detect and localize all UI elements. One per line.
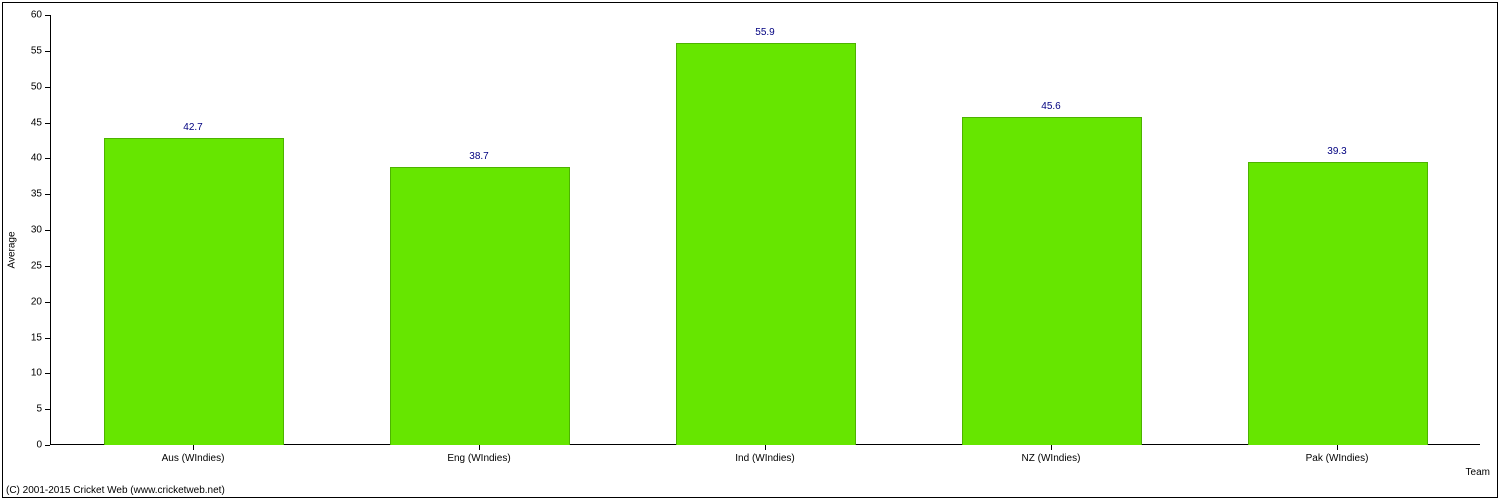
bar-value-label: 55.9 (755, 27, 774, 38)
y-tick-label: 50 (31, 81, 42, 92)
bar-value-label: 38.7 (469, 151, 488, 162)
y-tick (45, 230, 50, 231)
y-tick-label: 10 (31, 368, 42, 379)
y-tick-label: 0 (36, 440, 42, 451)
bar-value-label: 42.7 (183, 122, 202, 133)
y-tick (45, 266, 50, 267)
x-tick-label: Eng (WIndies) (447, 453, 510, 464)
y-tick-label: 15 (31, 332, 42, 343)
x-tick-label: Pak (WIndies) (1306, 453, 1369, 464)
y-tick-label: 60 (31, 10, 42, 21)
y-tick (45, 15, 50, 16)
y-tick-label: 25 (31, 260, 42, 271)
y-tick-label: 40 (31, 153, 42, 164)
x-tick (1337, 445, 1338, 450)
x-axis-title: Team (1466, 467, 1490, 478)
bar (962, 117, 1141, 445)
bar (104, 138, 283, 445)
x-tick (479, 445, 480, 450)
plot-area: 05101520253035404550556042.7Aus (WIndies… (50, 15, 1480, 445)
x-tick (1051, 445, 1052, 450)
y-tick (45, 445, 50, 446)
y-tick-label: 5 (36, 404, 42, 415)
y-tick (45, 302, 50, 303)
y-tick (45, 194, 50, 195)
chart-container: Average 05101520253035404550556042.7Aus … (0, 0, 1500, 500)
bar-value-label: 39.3 (1327, 146, 1346, 157)
y-tick-label: 20 (31, 296, 42, 307)
y-tick (45, 87, 50, 88)
bar (390, 167, 569, 445)
y-tick (45, 158, 50, 159)
bar (676, 43, 855, 445)
y-axis-title: Average (7, 231, 18, 268)
y-tick (45, 338, 50, 339)
y-tick-label: 35 (31, 189, 42, 200)
y-tick (45, 123, 50, 124)
y-tick (45, 51, 50, 52)
y-tick-label: 30 (31, 225, 42, 236)
y-tick (45, 409, 50, 410)
y-axis-line (50, 15, 51, 445)
y-tick-label: 55 (31, 45, 42, 56)
x-tick-label: NZ (WIndies) (1022, 453, 1081, 464)
copyright-text: (C) 2001-2015 Cricket Web (www.cricketwe… (6, 485, 225, 496)
y-tick (45, 373, 50, 374)
x-tick-label: Aus (WIndies) (162, 453, 225, 464)
bar (1248, 162, 1427, 445)
bar-value-label: 45.6 (1041, 101, 1060, 112)
x-tick (765, 445, 766, 450)
y-tick-label: 45 (31, 117, 42, 128)
x-tick-label: Ind (WIndies) (735, 453, 794, 464)
x-tick (193, 445, 194, 450)
